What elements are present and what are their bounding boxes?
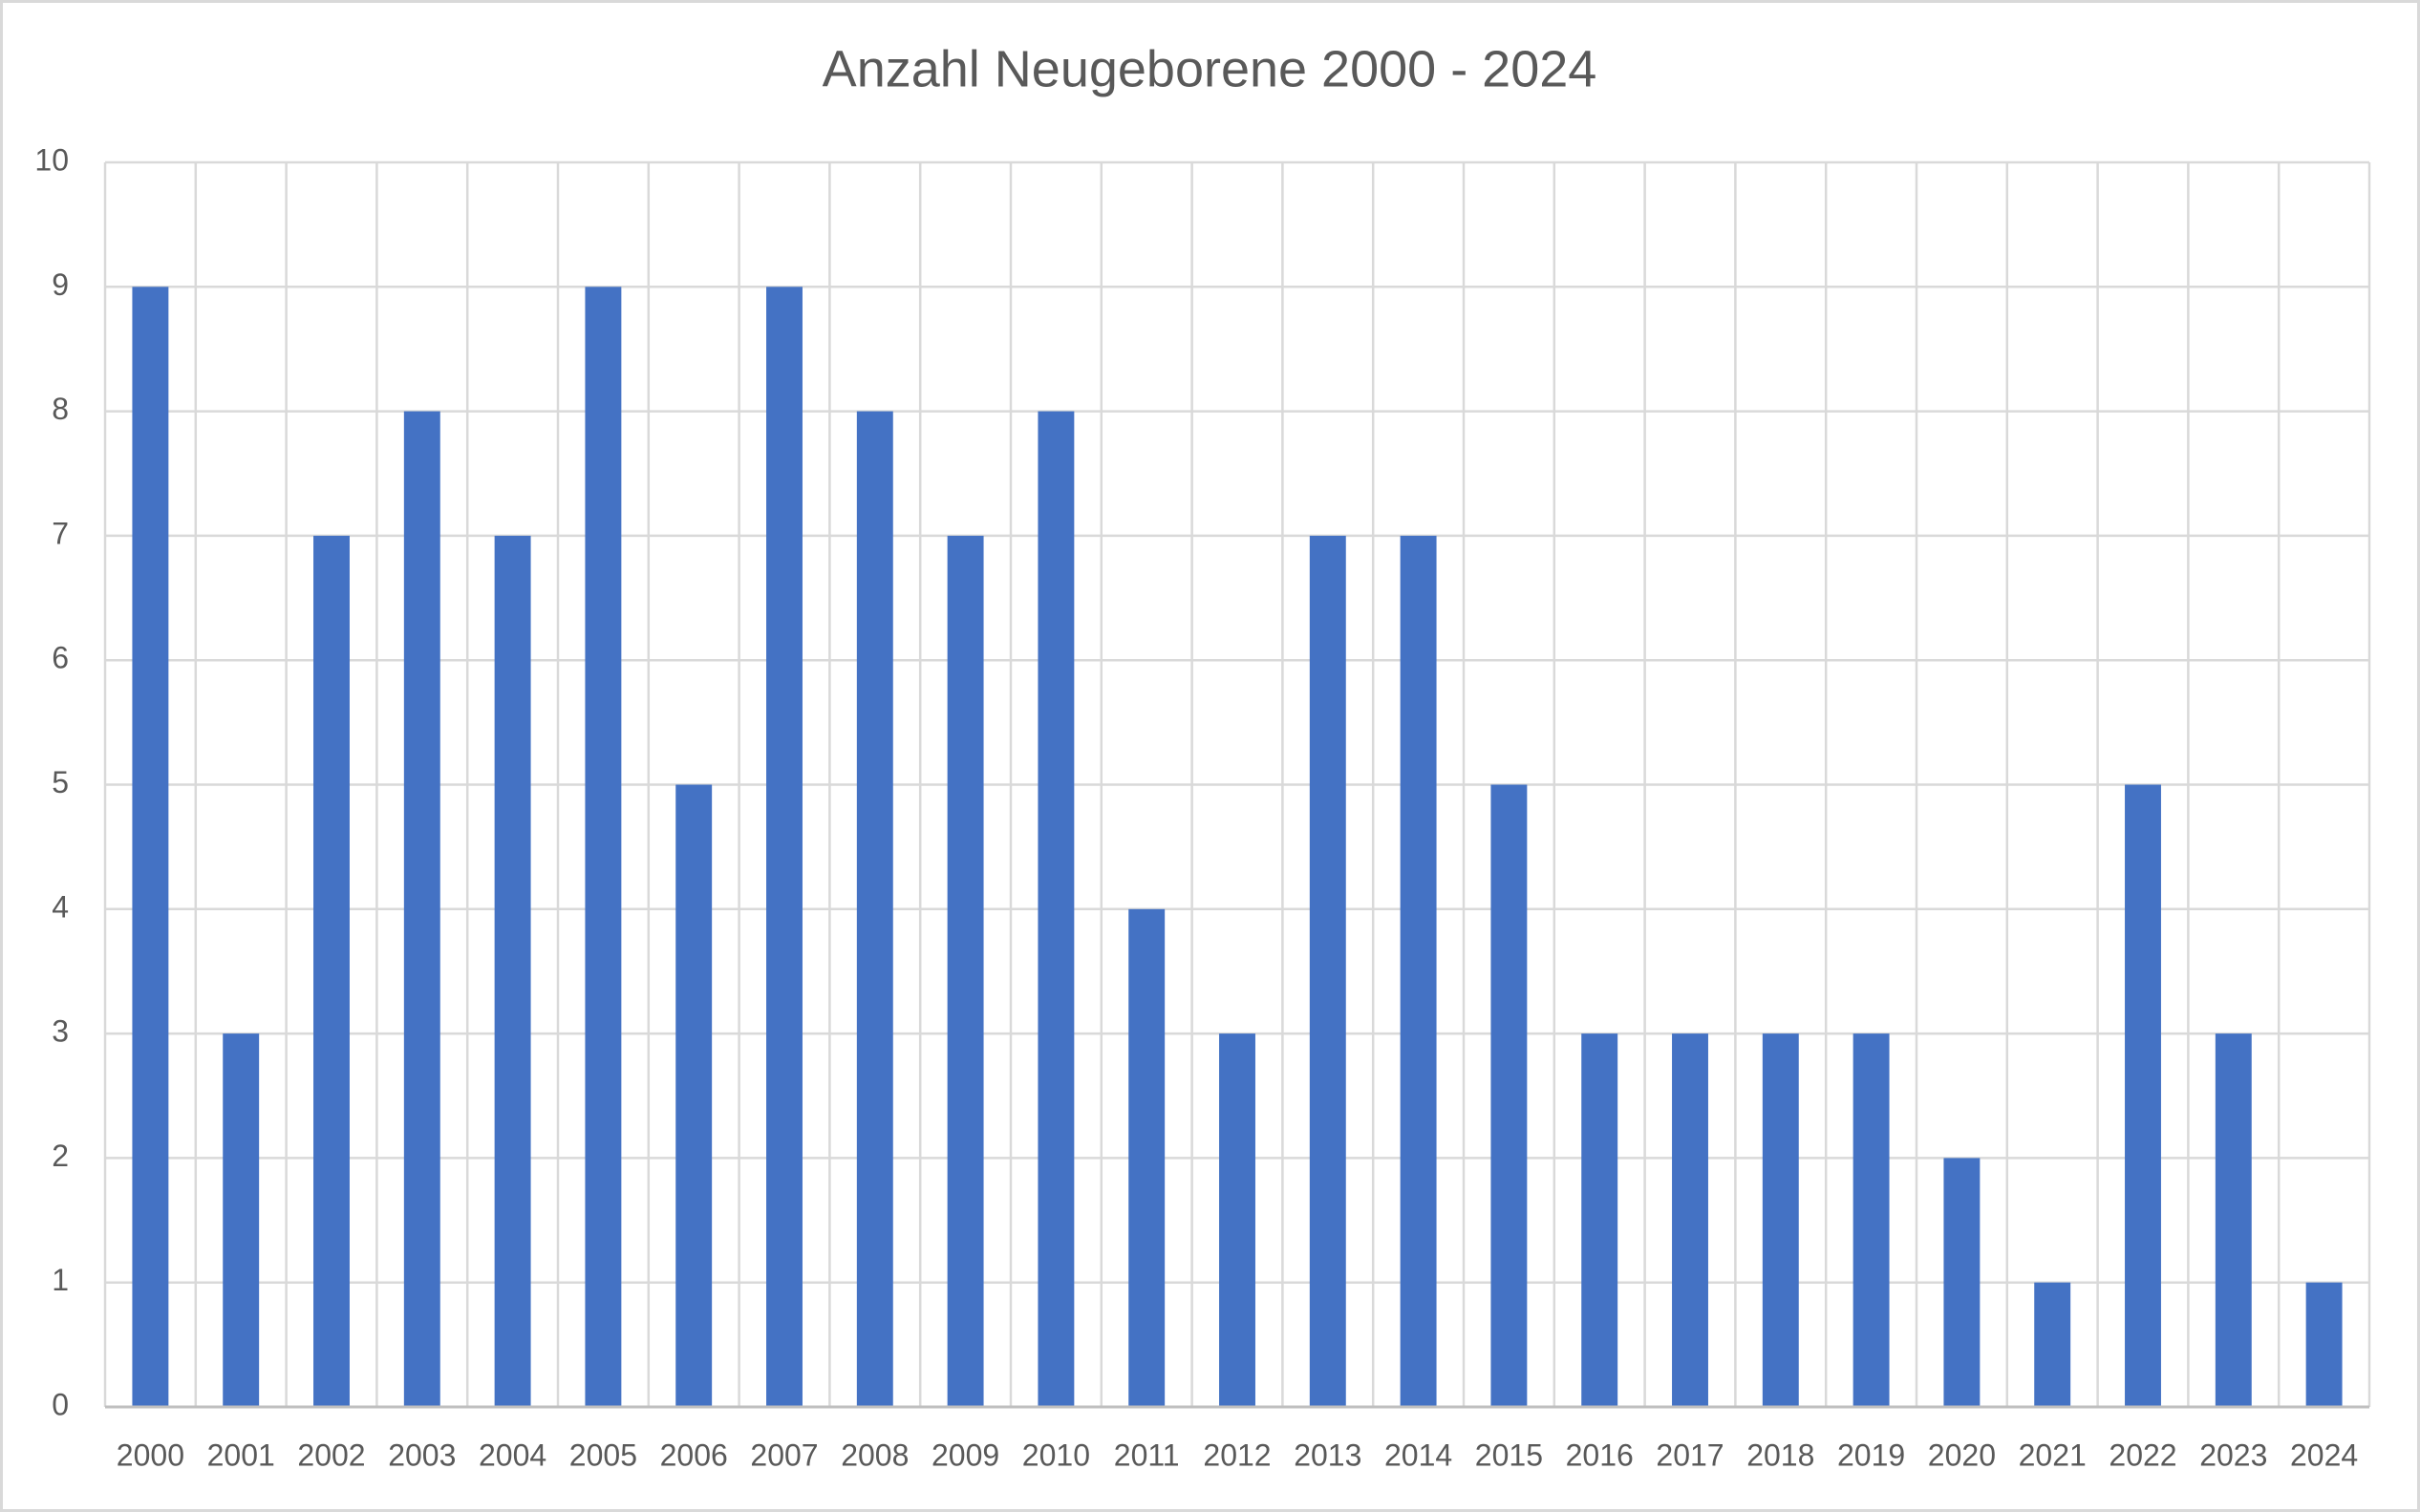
x-tick-label: 2015 (1475, 1437, 1543, 1472)
y-tick-label: 6 (52, 641, 69, 675)
bar (1762, 1033, 1799, 1407)
x-tick-label: 2000 (117, 1437, 184, 1472)
y-tick-label: 9 (52, 267, 69, 302)
x-tick-label: 2020 (1928, 1437, 1996, 1472)
x-tick-label: 2021 (2019, 1437, 2087, 1472)
x-tick-label: 2005 (569, 1437, 637, 1472)
bar (585, 287, 622, 1407)
x-tick-label: 2023 (2199, 1437, 2267, 1472)
bar (132, 287, 169, 1407)
x-tick-label: 2003 (388, 1437, 456, 1472)
bar (1852, 1033, 1890, 1407)
y-tick-label: 0 (52, 1387, 69, 1421)
y-tick-label: 1 (52, 1263, 69, 1297)
bar (1038, 411, 1075, 1408)
y-tick-label: 5 (52, 765, 69, 799)
x-tick-label: 2019 (1837, 1437, 1905, 1472)
y-tick-label: 2 (52, 1139, 69, 1173)
bar (403, 411, 440, 1408)
x-tick-label: 2012 (1203, 1437, 1271, 1472)
bar (2034, 1282, 2071, 1407)
bar (947, 535, 984, 1407)
x-tick-label: 2017 (1656, 1437, 1724, 1472)
bar (1490, 784, 1528, 1407)
x-tick-label: 2018 (1746, 1437, 1814, 1472)
x-tick-label: 2006 (660, 1437, 728, 1472)
x-tick-label: 2004 (479, 1437, 546, 1472)
x-tick-label: 2010 (1022, 1437, 1090, 1472)
x-tick-label: 2008 (841, 1437, 909, 1472)
bar (313, 535, 350, 1407)
bar (2305, 1282, 2343, 1407)
x-tick-label: 2013 (1294, 1437, 1361, 1472)
x-tick-label: 2024 (2290, 1437, 2358, 1472)
bar (494, 535, 531, 1407)
x-tick-label: 2016 (1566, 1437, 1634, 1472)
bar (1400, 535, 1437, 1407)
y-tick-label: 10 (34, 142, 69, 177)
y-tick-label: 4 (52, 889, 69, 924)
bar (675, 784, 713, 1407)
x-tick-label: 2001 (207, 1437, 275, 1472)
x-tick-label: 2014 (1384, 1437, 1452, 1472)
chart-title: Anzahl Neugeborene 2000 - 2024 (823, 40, 1597, 97)
bar (223, 1033, 260, 1407)
x-tick-label: 2022 (2109, 1437, 2176, 1472)
y-tick-label: 3 (52, 1014, 69, 1049)
x-tick-label: 2002 (297, 1437, 365, 1472)
bar (1219, 1033, 1255, 1407)
bar (2125, 784, 2161, 1407)
bar (1309, 535, 1346, 1407)
x-tick-label: 2007 (750, 1437, 818, 1472)
bar (766, 287, 803, 1407)
bar (856, 411, 893, 1408)
y-tick-label: 7 (52, 516, 69, 550)
bar (1128, 908, 1166, 1407)
x-tick-label: 2009 (932, 1437, 999, 1472)
x-tick-label: 2011 (1114, 1437, 1180, 1472)
bar (1581, 1033, 1618, 1407)
y-tick-label: 8 (52, 392, 69, 426)
bar (1672, 1033, 1708, 1407)
bar (1943, 1158, 1981, 1407)
bar (2215, 1033, 2252, 1407)
